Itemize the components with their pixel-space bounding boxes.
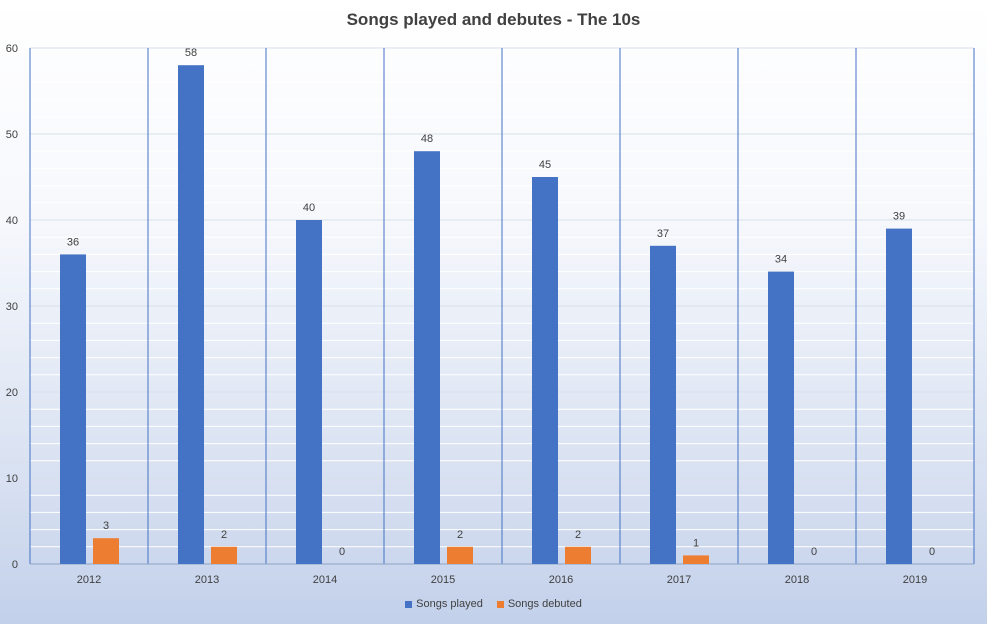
- data-label: 0: [929, 546, 935, 558]
- legend-swatch: [496, 600, 504, 608]
- bar-songs-played: [768, 271, 794, 564]
- bar-songs-played: [60, 254, 86, 564]
- legend-item: Songs debuted: [496, 598, 582, 610]
- legend-item: Songs played: [405, 598, 483, 610]
- data-label: 34: [775, 254, 787, 266]
- x-tick-label: 2019: [903, 574, 927, 586]
- x-tick-label: 2012: [77, 574, 101, 586]
- data-label: 0: [811, 546, 817, 558]
- x-tick-label: 2013: [195, 574, 219, 586]
- data-label: 45: [539, 159, 551, 171]
- bar-songs-played: [178, 65, 204, 564]
- x-tick-label: 2018: [785, 574, 809, 586]
- bar-songs-debuted: [683, 555, 709, 564]
- bar-songs-played: [650, 245, 676, 565]
- data-label: 2: [457, 529, 463, 541]
- bar-songs-played: [532, 177, 558, 564]
- data-label: 48: [421, 133, 433, 145]
- data-label: 2: [221, 529, 227, 541]
- data-label: 1: [693, 537, 699, 549]
- data-label: 36: [67, 236, 79, 248]
- legend-label: Songs debuted: [507, 598, 582, 610]
- y-tick-label: 50: [6, 129, 18, 141]
- data-label: 37: [657, 228, 669, 240]
- legend: Songs played Songs debuted: [0, 598, 987, 610]
- bar-songs-played: [414, 151, 440, 564]
- legend-swatch: [405, 600, 413, 608]
- data-label: 2: [575, 529, 581, 541]
- legend-label: Songs played: [416, 598, 483, 610]
- y-tick-label: 10: [6, 473, 18, 485]
- y-tick-label: 30: [6, 301, 18, 313]
- x-tick-label: 2015: [431, 574, 455, 586]
- data-label: 39: [893, 211, 905, 223]
- x-tick-label: 2016: [549, 574, 573, 586]
- bar-songs-debuted: [211, 546, 237, 564]
- chart-title: Songs played and debutes - The 10s: [346, 10, 641, 29]
- x-tick-label: 2017: [667, 574, 691, 586]
- y-tick-label: 40: [6, 215, 18, 227]
- bar-songs-debuted: [565, 546, 591, 564]
- bar-songs-played: [296, 220, 322, 564]
- x-tick-label: 2014: [313, 574, 337, 586]
- bar-songs-debuted: [447, 546, 473, 564]
- data-label: 40: [303, 202, 315, 214]
- y-tick-label: 60: [6, 43, 18, 55]
- y-tick-label: 0: [12, 559, 18, 571]
- bar-songs-debuted: [93, 538, 119, 564]
- data-label: 58: [185, 47, 197, 59]
- bar-songs-played: [886, 228, 912, 564]
- y-tick-label: 20: [6, 387, 18, 399]
- data-label: 3: [103, 520, 109, 532]
- data-label: 0: [339, 546, 345, 558]
